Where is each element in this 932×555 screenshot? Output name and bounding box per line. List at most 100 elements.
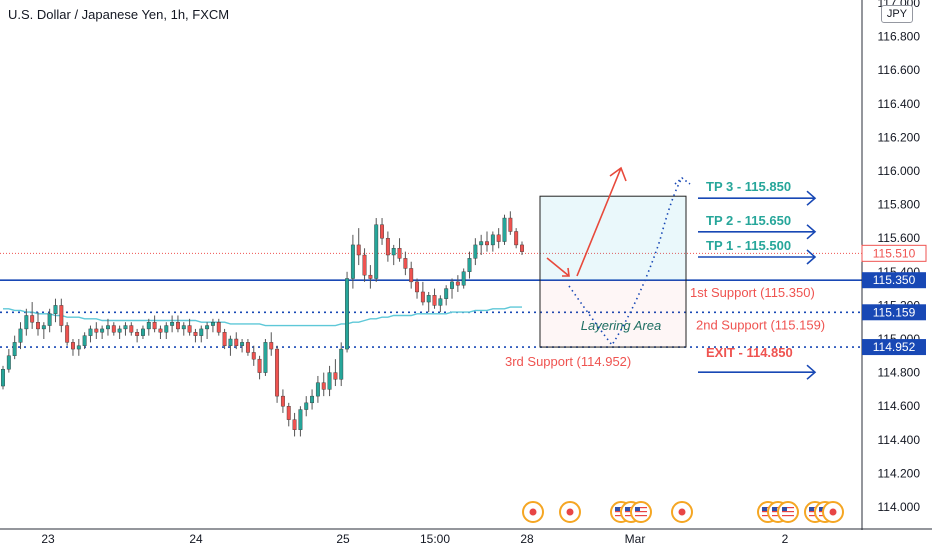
level-label-support: 3rd Support (114.952)	[505, 354, 631, 369]
layering-path-head	[674, 176, 691, 185]
candle-13	[76, 339, 81, 356]
candle-69	[403, 251, 408, 276]
candle-17	[100, 325, 105, 339]
time-tick-label: 15:00	[420, 532, 450, 546]
event-dot	[522, 501, 544, 523]
price-label-box	[862, 272, 926, 289]
candle-27	[158, 325, 163, 339]
candle-body	[368, 274, 373, 279]
candle-83	[485, 231, 489, 252]
flag-stripe	[635, 511, 647, 513]
event-dot-center	[529, 508, 537, 516]
candle-body	[438, 298, 443, 306]
candle-35	[205, 322, 210, 339]
price-tick-label: 116.800	[878, 30, 921, 44]
candle-body	[65, 325, 70, 343]
candle-6	[36, 312, 40, 336]
candle-body	[450, 281, 454, 289]
candle-body	[473, 244, 478, 259]
candle-5	[30, 302, 35, 329]
candle-4	[24, 308, 29, 336]
moving-average-line	[3, 306, 522, 327]
candle-body	[286, 406, 291, 420]
candle-34	[199, 325, 204, 343]
level-label-tp: TP 3 - 115.850	[706, 179, 791, 194]
price-label-0: 115.510	[861, 244, 927, 262]
price-tick-label: 114.000	[878, 500, 921, 514]
candle-body	[385, 237, 390, 256]
price-axis: 117.000116.800116.600116.400116.200116.0…	[861, 0, 927, 530]
candle-body	[100, 328, 105, 333]
candle-body	[420, 291, 425, 303]
candle-body	[455, 281, 460, 286]
candle-73	[426, 291, 431, 313]
candle-55	[321, 372, 326, 397]
flag-stripe	[635, 509, 647, 511]
candle-48	[280, 389, 285, 413]
event-dot-center	[829, 508, 837, 516]
support-zone-fill	[540, 280, 686, 348]
candle-18	[106, 318, 110, 336]
reference-lines	[0, 252, 862, 348]
level-arrow	[698, 364, 817, 380]
us-flag-icon	[630, 501, 652, 523]
candle-49	[286, 402, 291, 427]
price-label-text: 115.350	[873, 273, 916, 287]
price-tick-label: 116.600	[878, 63, 921, 77]
price-label-text: 115.510	[873, 246, 916, 260]
candle-71	[415, 278, 419, 299]
layering-zone: Layering Area	[539, 195, 687, 348]
zone-border	[539, 195, 687, 348]
candle-82	[479, 234, 484, 255]
flag-canton	[635, 507, 640, 511]
candle-26	[152, 315, 157, 333]
candle-1	[6, 349, 11, 373]
candle-36	[210, 318, 215, 333]
candle-51	[298, 406, 303, 437]
flag-stripe	[782, 515, 794, 517]
candle-body	[321, 382, 326, 390]
price-label-box	[862, 339, 926, 356]
currency-button[interactable]: JPY	[881, 5, 913, 23]
candle-14	[82, 332, 87, 350]
candle-33	[193, 328, 198, 343]
candle-body	[508, 217, 513, 232]
pullback-arrow	[546, 257, 570, 277]
candle-body	[24, 315, 29, 330]
candle-37	[216, 318, 221, 336]
level-label-exit: EXIT - 114.850	[706, 345, 793, 360]
candle-body	[152, 322, 157, 330]
candle-body	[205, 325, 210, 330]
candle-43	[251, 345, 256, 366]
candle-body	[222, 332, 227, 346]
candle-20	[117, 325, 122, 339]
flag-stripe	[782, 509, 794, 511]
rally-arrow-head	[609, 166, 627, 182]
candle-body	[490, 234, 495, 246]
flag-stripe	[782, 507, 794, 509]
candle-29	[170, 315, 175, 333]
candle-body	[362, 254, 367, 276]
candle-body	[298, 409, 303, 430]
candle-body	[520, 244, 524, 252]
candle-16	[94, 322, 99, 339]
candle-63	[368, 265, 373, 289]
candle-body	[30, 315, 35, 323]
candle-body	[36, 322, 40, 330]
price-tick-label: 116.400	[878, 97, 921, 111]
candle-41	[240, 339, 245, 353]
candle-21	[123, 322, 128, 336]
candle-39	[228, 335, 233, 356]
candle-7	[41, 322, 46, 339]
candle-72	[420, 281, 425, 306]
level-arrow	[698, 224, 817, 240]
candle-body	[479, 241, 484, 246]
level-labels: TP 3 - 115.850 TP 2 - 115.650 TP 1 - 115.5…	[505, 179, 825, 380]
candle-77	[450, 278, 454, 299]
candle-25	[146, 318, 151, 336]
candle-67	[391, 244, 396, 266]
candle-75	[438, 295, 443, 313]
price-tick-label: 116.200	[878, 130, 921, 144]
candle-61	[356, 228, 361, 266]
